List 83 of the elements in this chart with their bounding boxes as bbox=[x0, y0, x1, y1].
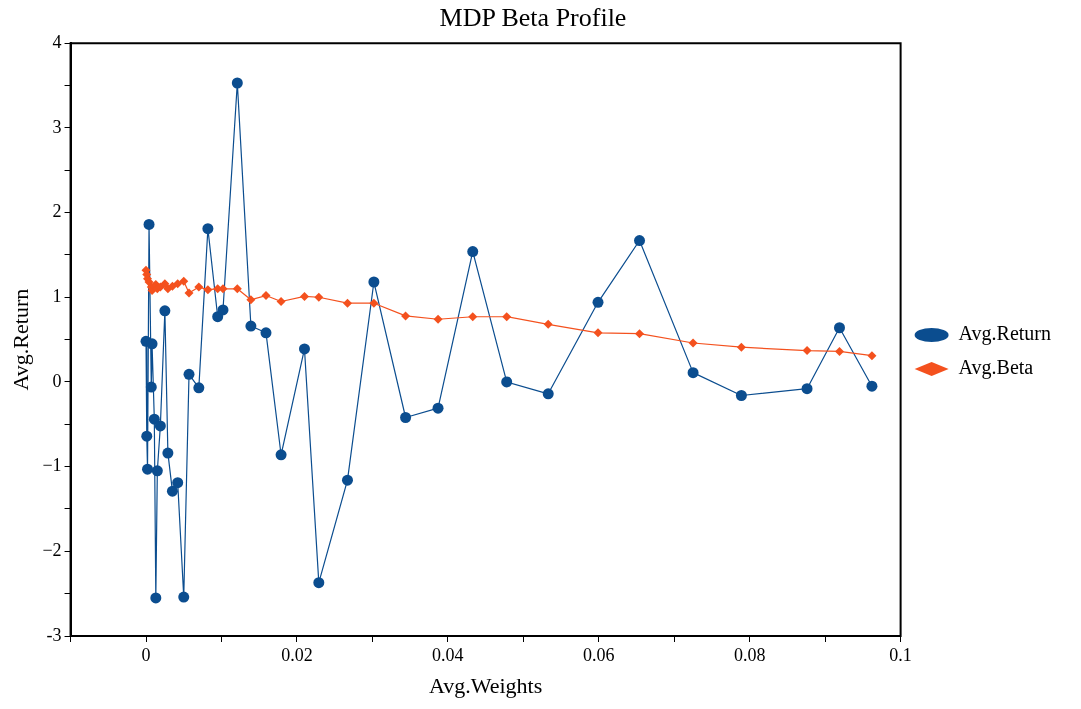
legend-label: Avg.Beta bbox=[958, 356, 1034, 380]
x-tick-label: 0.1 bbox=[889, 644, 912, 665]
point bbox=[735, 389, 747, 401]
point bbox=[276, 296, 286, 306]
point bbox=[172, 477, 184, 489]
x-axis-title: Avg.Weights bbox=[428, 672, 543, 698]
point bbox=[261, 291, 271, 301]
y-tick-label: 4 bbox=[52, 31, 62, 52]
point bbox=[193, 382, 205, 394]
point bbox=[231, 77, 243, 89]
point bbox=[834, 346, 844, 356]
point bbox=[183, 368, 195, 380]
point bbox=[150, 592, 162, 604]
point bbox=[341, 474, 353, 486]
chart-title: MDP Beta Profile bbox=[439, 3, 627, 33]
point bbox=[866, 380, 878, 392]
point bbox=[299, 291, 309, 301]
point bbox=[314, 292, 324, 302]
point bbox=[179, 276, 189, 286]
point bbox=[160, 279, 170, 289]
point bbox=[202, 223, 214, 235]
x-tick-label: 0.02 bbox=[281, 644, 313, 665]
point bbox=[260, 327, 272, 339]
x-tick-label: 0.04 bbox=[432, 644, 464, 665]
point bbox=[146, 338, 158, 350]
point bbox=[342, 298, 352, 308]
point bbox=[194, 282, 204, 292]
point bbox=[468, 312, 478, 322]
point bbox=[369, 298, 379, 308]
point bbox=[400, 412, 412, 424]
point bbox=[167, 281, 177, 291]
x-tick-label: 0.08 bbox=[733, 644, 766, 665]
point bbox=[592, 296, 604, 308]
point bbox=[159, 305, 171, 317]
point bbox=[275, 449, 287, 461]
point bbox=[217, 304, 229, 316]
point bbox=[246, 295, 256, 305]
point bbox=[634, 235, 646, 247]
point bbox=[687, 367, 699, 379]
point bbox=[141, 430, 153, 442]
point bbox=[313, 577, 325, 589]
point bbox=[635, 329, 645, 339]
y-axis-title: Avg.Return bbox=[7, 288, 33, 391]
point bbox=[368, 276, 380, 288]
point bbox=[184, 288, 194, 298]
y-tick-label: −1 bbox=[42, 455, 62, 476]
point bbox=[298, 343, 310, 355]
point bbox=[173, 279, 183, 289]
point bbox=[467, 246, 479, 258]
point bbox=[502, 312, 512, 322]
y-tick-label: −2 bbox=[42, 540, 62, 561]
point bbox=[166, 485, 178, 497]
x-tick-label: 0 bbox=[141, 644, 151, 665]
point bbox=[802, 346, 812, 356]
point bbox=[543, 319, 553, 329]
point bbox=[542, 388, 554, 400]
y-tick-label: -3 bbox=[46, 624, 62, 645]
x-tick-label: 0.06 bbox=[583, 644, 615, 665]
point bbox=[178, 591, 190, 603]
point bbox=[145, 381, 157, 393]
point bbox=[867, 351, 877, 361]
y-tick-label: 3 bbox=[52, 116, 62, 137]
point bbox=[833, 322, 845, 334]
point bbox=[801, 383, 813, 395]
point bbox=[245, 320, 257, 332]
point bbox=[143, 218, 155, 230]
y-tick-label: 1 bbox=[52, 285, 62, 306]
point bbox=[432, 402, 444, 414]
point bbox=[501, 376, 513, 388]
point bbox=[593, 328, 603, 338]
point bbox=[151, 465, 163, 477]
point bbox=[162, 447, 174, 459]
point bbox=[433, 314, 443, 324]
point bbox=[232, 284, 242, 294]
point bbox=[688, 338, 698, 348]
point bbox=[142, 463, 154, 475]
point bbox=[736, 342, 746, 352]
point bbox=[154, 420, 166, 432]
point bbox=[203, 285, 213, 295]
y-tick-label: 0 bbox=[52, 370, 62, 391]
legend-label: Avg.Return bbox=[958, 322, 1052, 346]
y-tick-label: 2 bbox=[52, 201, 62, 222]
point bbox=[401, 311, 411, 321]
